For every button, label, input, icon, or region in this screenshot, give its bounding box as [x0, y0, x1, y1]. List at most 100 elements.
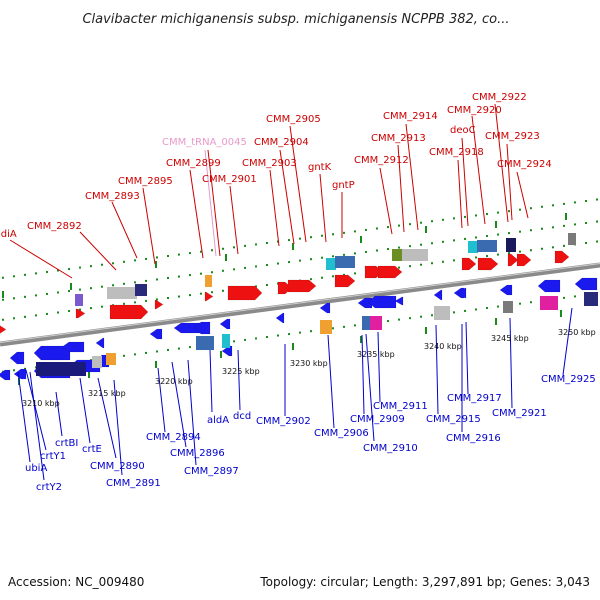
tick-dot: [13, 275, 15, 278]
reverse-leader-line: [17, 371, 31, 463]
reverse-gene-arrow: [357, 297, 373, 309]
reverse-leader-line: [171, 361, 187, 448]
gene-label[interactable]: CMM_2912: [354, 155, 409, 166]
gene-label[interactable]: crtE: [82, 444, 102, 455]
reverse-leader-line: [113, 379, 123, 476]
tick-dot: [497, 305, 499, 308]
gene-label[interactable]: CMM_2917: [447, 393, 502, 404]
tick-dot: [574, 223, 576, 226]
gene-label[interactable]: CMM_2920: [447, 105, 502, 116]
tick-dot: [497, 233, 499, 236]
gene-label[interactable]: CMM_2924: [497, 159, 552, 170]
gene-label[interactable]: CMM_2909: [350, 414, 405, 425]
gene-label[interactable]: CMM_2915: [426, 414, 481, 425]
gene-label[interactable]: crtY1: [40, 451, 66, 462]
gene-label[interactable]: CMM_2899: [166, 158, 221, 169]
gene-label[interactable]: CMM_2897: [184, 466, 239, 477]
gene-label[interactable]: CMM_2893: [85, 191, 140, 202]
gene-label[interactable]: CMM_2911: [373, 401, 428, 412]
gene-label[interactable]: CMM_2892: [27, 221, 82, 232]
gene-label[interactable]: CMM_2890: [90, 461, 145, 472]
gene-label[interactable]: deoC: [450, 125, 476, 136]
gene-label[interactable]: crtY2: [36, 482, 62, 493]
gene-label[interactable]: CMM_2896: [170, 448, 225, 459]
gene-label[interactable]: CMM_2918: [429, 147, 484, 158]
tick-dot: [574, 295, 576, 298]
tick-dot: [35, 294, 37, 297]
gene-label[interactable]: CMM_2923: [485, 131, 540, 142]
map-title: Clavibacter michiganensis subsp. michiga…: [82, 12, 509, 27]
feature-box: [468, 241, 478, 253]
gene-label[interactable]: CMM_2903: [242, 158, 297, 169]
gene-label[interactable]: idiA: [0, 229, 17, 240]
forward-leader-line: [269, 169, 280, 247]
tick-dot: [310, 236, 312, 239]
reverse-leader-line: [209, 349, 213, 413]
gene-label[interactable]: gntP: [332, 180, 355, 191]
gene-label[interactable]: CMM_2910: [363, 443, 418, 454]
forward-gene-arrow: [554, 250, 570, 264]
forward-gene-arrow: [227, 285, 263, 301]
tick-dot: [68, 310, 70, 313]
tick-dot: [354, 230, 356, 233]
label-leader-lines: [9, 103, 573, 481]
tick-dot: [35, 272, 37, 275]
gene-label[interactable]: CMM_2902: [256, 416, 311, 427]
tick-dot: [299, 259, 301, 262]
reverse-gene-arrow: [33, 345, 71, 361]
accession-text: Accession: NC_009480: [8, 575, 144, 589]
tick-dot: [134, 259, 136, 262]
gene-label[interactable]: ubiA: [25, 463, 47, 474]
gene-label[interactable]: CMM_2916: [446, 433, 501, 444]
forward-gene-arrow: [461, 257, 477, 271]
tick-dot: [332, 255, 334, 258]
forward-leader-line: [319, 173, 327, 243]
tick-dot: [13, 297, 15, 300]
tick-dot: [442, 218, 444, 221]
reverse-leader-line: [509, 317, 513, 409]
forward-gene-arrow: [334, 274, 356, 288]
gene-label[interactable]: CMM_2913: [371, 133, 426, 144]
forward-gene-arrow: [109, 304, 149, 320]
gene-label[interactable]: CMM_2925: [541, 374, 596, 385]
tick-dot: [442, 260, 444, 263]
feature-box: [402, 249, 428, 261]
gene-label[interactable]: CMM_2904: [254, 137, 309, 148]
gene-label[interactable]: CMM_2921: [492, 408, 547, 419]
forward-gene-arrow: [377, 265, 403, 279]
tick-dot: [123, 302, 125, 305]
tick-dot: [596, 240, 598, 243]
gene-label[interactable]: gntK: [308, 162, 332, 173]
gene-label[interactable]: CMM_2905: [266, 114, 321, 125]
tick-dot: [343, 273, 345, 276]
gene-label[interactable]: aldA: [207, 415, 229, 426]
forward-leader-line: [9, 239, 73, 279]
feature-box: [335, 256, 355, 268]
forward-leader-line: [229, 185, 239, 255]
gene-label[interactable]: CMM_2894: [146, 432, 201, 443]
gene-label[interactable]: CMM_2901: [202, 174, 257, 185]
gene-label-trna[interactable]: CMM_tRNA_0045: [162, 137, 247, 148]
tick-dot: [156, 256, 158, 259]
gene-label[interactable]: CMM_2906: [314, 428, 369, 439]
reverse-gene-arrow: [499, 284, 513, 296]
major-tick: [425, 327, 427, 334]
gene-label[interactable]: CMM_2922: [472, 92, 527, 103]
gene-label[interactable]: CMM_2895: [118, 176, 173, 187]
tick-dot: [255, 243, 257, 246]
tick-dot: [46, 312, 48, 315]
tick-dot: [354, 252, 356, 255]
tick-dot: [464, 309, 466, 312]
reverse-gene-arrow: [9, 351, 25, 365]
forward-leader-line: [379, 167, 393, 235]
gene-label[interactable]: dcd: [233, 411, 251, 422]
gene-label[interactable]: CMM_2914: [383, 111, 438, 122]
gene-label[interactable]: CMM_2891: [106, 478, 161, 489]
forward-gene-arrow: [287, 279, 317, 293]
feature-box: [36, 362, 86, 376]
gene-label[interactable]: crtBI: [55, 438, 78, 449]
feature-box: [222, 334, 230, 348]
forward-gene-arrow: [507, 253, 519, 267]
tick-dot: [519, 230, 521, 233]
